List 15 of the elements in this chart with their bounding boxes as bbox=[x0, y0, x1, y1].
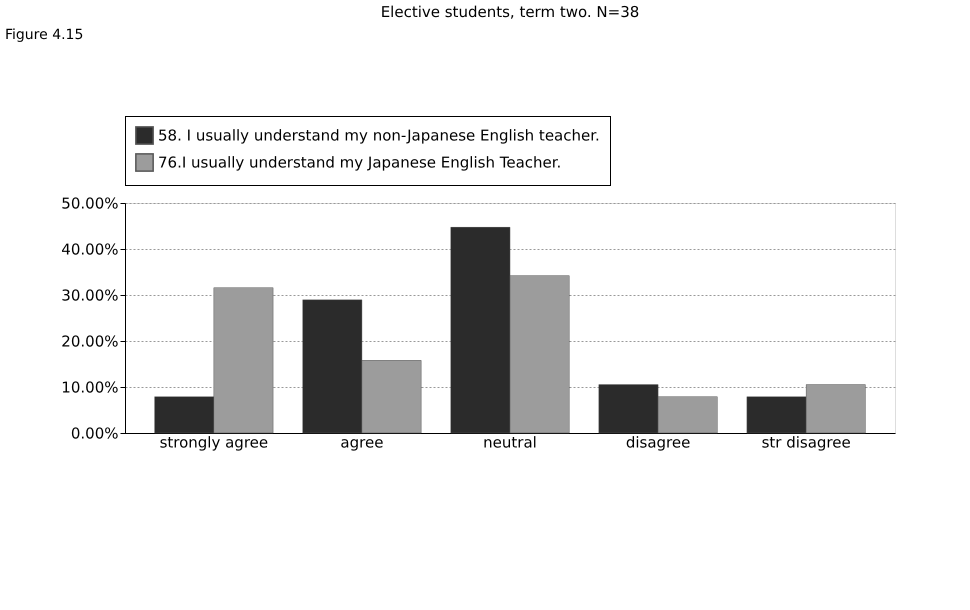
y-tick-label: 50.00% bbox=[61, 194, 118, 212]
y-tick-label: 30.00% bbox=[61, 286, 118, 304]
y-tick-label: 10.00% bbox=[61, 378, 118, 396]
y-tick-label: 0.00% bbox=[70, 424, 118, 442]
x-tick-label: neutral bbox=[483, 434, 537, 452]
chart-title: Elective students, term two. N=38 bbox=[380, 3, 640, 21]
x-tick-label: strongly agree bbox=[160, 434, 268, 452]
x-tick-label: disagree bbox=[626, 434, 690, 452]
legend-label: 76.I usually understand my Japanese English Teacher. bbox=[158, 154, 562, 172]
x-tick-label: str disagree bbox=[762, 434, 851, 452]
y-tick-label: 40.00% bbox=[61, 240, 118, 258]
x-tick-label: agree bbox=[340, 434, 384, 452]
caption: Figure 4.15 bbox=[5, 27, 84, 43]
legend-label: 58. I usually understand my non-Japanese English teacher. bbox=[158, 126, 600, 144]
y-tick-label: 20.00% bbox=[61, 332, 118, 350]
